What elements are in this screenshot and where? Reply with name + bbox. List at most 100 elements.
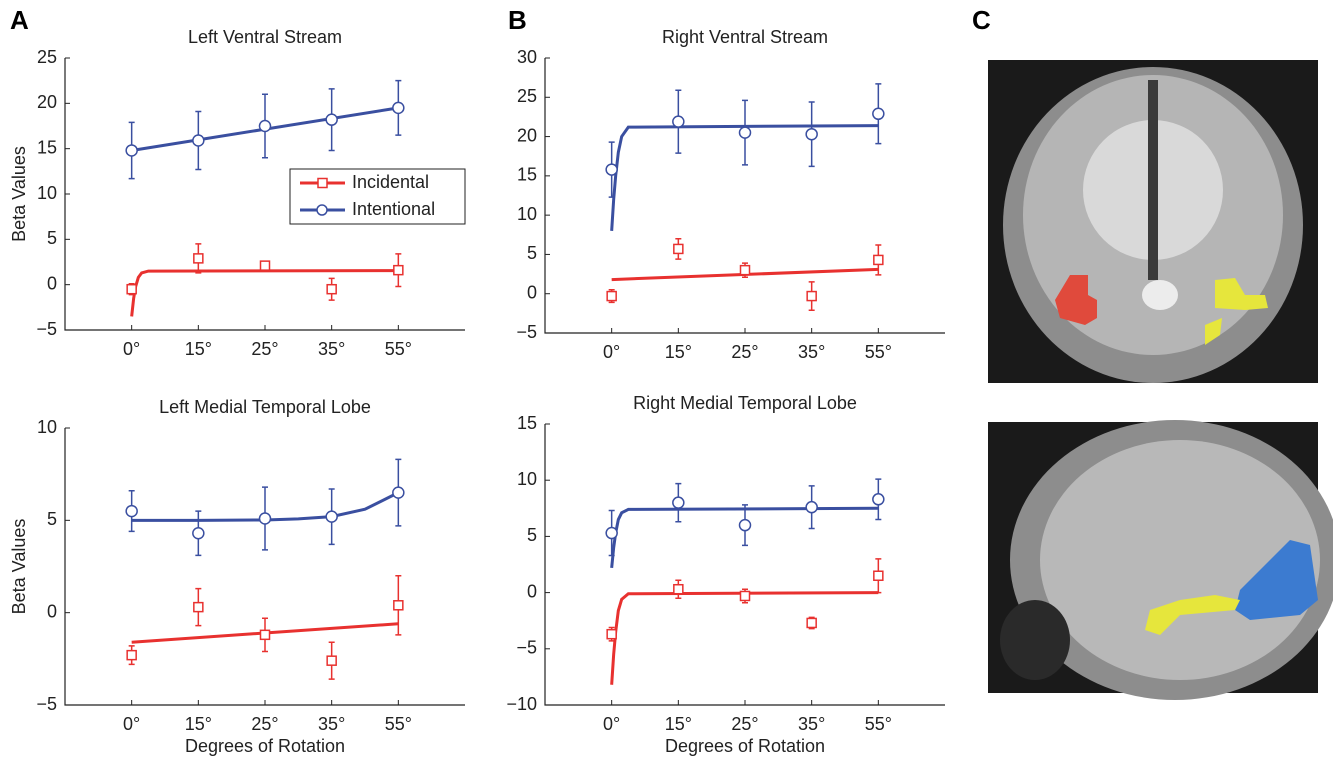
- x-tick-label: 55°: [385, 339, 412, 359]
- axis: [545, 58, 945, 333]
- chart-title: Left Ventral Stream: [188, 27, 342, 47]
- x-tick-label: 55°: [385, 714, 412, 734]
- y-tick-label: −5: [516, 638, 537, 658]
- panel-label: C: [972, 5, 991, 35]
- fit-line: [132, 271, 399, 317]
- marker: [193, 135, 204, 146]
- marker: [874, 571, 883, 580]
- marker: [807, 292, 816, 301]
- panel-label: A: [10, 5, 29, 35]
- marker: [193, 528, 204, 539]
- y-tick-label: 0: [527, 581, 537, 601]
- marker: [673, 497, 684, 508]
- legend-label: Incidental: [352, 172, 429, 192]
- marker: [394, 601, 403, 610]
- x-tick-label: 35°: [318, 339, 345, 359]
- y-axis-label: Beta Values: [9, 519, 29, 615]
- x-tick-label: 25°: [251, 339, 278, 359]
- marker: [806, 129, 817, 140]
- marker: [874, 255, 883, 264]
- y-tick-label: 10: [517, 204, 537, 224]
- y-tick-label: 5: [527, 243, 537, 263]
- marker: [194, 254, 203, 263]
- x-tick-label: 0°: [603, 714, 620, 734]
- fit-line: [612, 593, 879, 685]
- axis: [545, 424, 945, 705]
- marker: [126, 506, 137, 517]
- marker: [326, 511, 337, 522]
- marker: [126, 145, 137, 156]
- y-tick-label: 25: [517, 86, 537, 106]
- marker: [873, 494, 884, 505]
- legend-marker: [317, 205, 327, 215]
- y-tick-label: 0: [527, 282, 537, 302]
- legend-label: Intentional: [352, 199, 435, 219]
- figure: A B C Left Ventral Stream Beta Values −5 0 5…: [0, 0, 1333, 761]
- y-tick-label: 15: [517, 413, 537, 433]
- y-tick-label: −5: [36, 319, 57, 339]
- panel-label: B: [508, 5, 527, 35]
- x-axis-label: Degrees of Rotation: [185, 736, 345, 756]
- x-tick-label: 35°: [798, 714, 825, 734]
- x-tick-label: 35°: [798, 342, 825, 362]
- marker: [261, 630, 270, 639]
- marker: [741, 591, 750, 600]
- marker: [674, 244, 683, 253]
- marker: [260, 121, 271, 132]
- marker: [741, 266, 750, 275]
- y-tick-label: 10: [517, 469, 537, 489]
- marker: [674, 585, 683, 594]
- marker: [606, 164, 617, 175]
- marker: [394, 266, 403, 275]
- chart-title: Right Ventral Stream: [662, 27, 828, 47]
- y-axis-label: Beta Values: [9, 146, 29, 242]
- y-tick-label: 5: [47, 509, 57, 529]
- marker: [740, 520, 751, 531]
- marker: [807, 618, 816, 627]
- marker: [806, 502, 817, 513]
- y-tick-label: 10: [37, 417, 57, 437]
- marker: [327, 656, 336, 665]
- y-tick-label: −5: [516, 322, 537, 342]
- marker: [260, 513, 271, 524]
- y-tick-label: −10: [506, 694, 537, 714]
- y-tick-label: 20: [37, 92, 57, 112]
- y-tick-label: 30: [517, 47, 537, 67]
- y-tick-label: 0: [47, 273, 57, 293]
- chart-title: Right Medial Temporal Lobe: [633, 393, 857, 413]
- y-tick-label: 20: [517, 125, 537, 145]
- chart-title: Left Medial Temporal Lobe: [159, 397, 371, 417]
- x-tick-label: 0°: [123, 714, 140, 734]
- marker: [673, 116, 684, 127]
- marker: [393, 487, 404, 498]
- x-tick-label: 55°: [865, 342, 892, 362]
- x-tick-label: 15°: [185, 714, 212, 734]
- y-tick-label: 5: [527, 525, 537, 545]
- x-tick-label: 25°: [731, 714, 758, 734]
- marker: [127, 651, 136, 660]
- x-tick-label: 15°: [665, 342, 692, 362]
- marker: [327, 285, 336, 294]
- y-tick-label: 15: [37, 137, 57, 157]
- legend-marker: [318, 179, 327, 188]
- x-tick-label: 25°: [731, 342, 758, 362]
- x-tick-label: 0°: [123, 339, 140, 359]
- x-tick-label: 55°: [865, 714, 892, 734]
- axis: [65, 428, 465, 705]
- x-tick-label: 25°: [251, 714, 278, 734]
- x-tick-label: 15°: [665, 714, 692, 734]
- y-tick-label: −5: [36, 694, 57, 714]
- y-tick-label: 0: [47, 601, 57, 621]
- x-axis-label: Degrees of Rotation: [665, 736, 825, 756]
- y-tick-label: 5: [47, 228, 57, 248]
- x-tick-label: 15°: [185, 339, 212, 359]
- marker: [393, 102, 404, 113]
- x-tick-label: 0°: [603, 342, 620, 362]
- marker: [607, 292, 616, 301]
- marker: [261, 261, 270, 270]
- marker: [194, 603, 203, 612]
- marker: [127, 285, 136, 294]
- brain-sagittal: [988, 420, 1333, 700]
- brain-coronal: [988, 60, 1318, 383]
- marker: [740, 127, 751, 138]
